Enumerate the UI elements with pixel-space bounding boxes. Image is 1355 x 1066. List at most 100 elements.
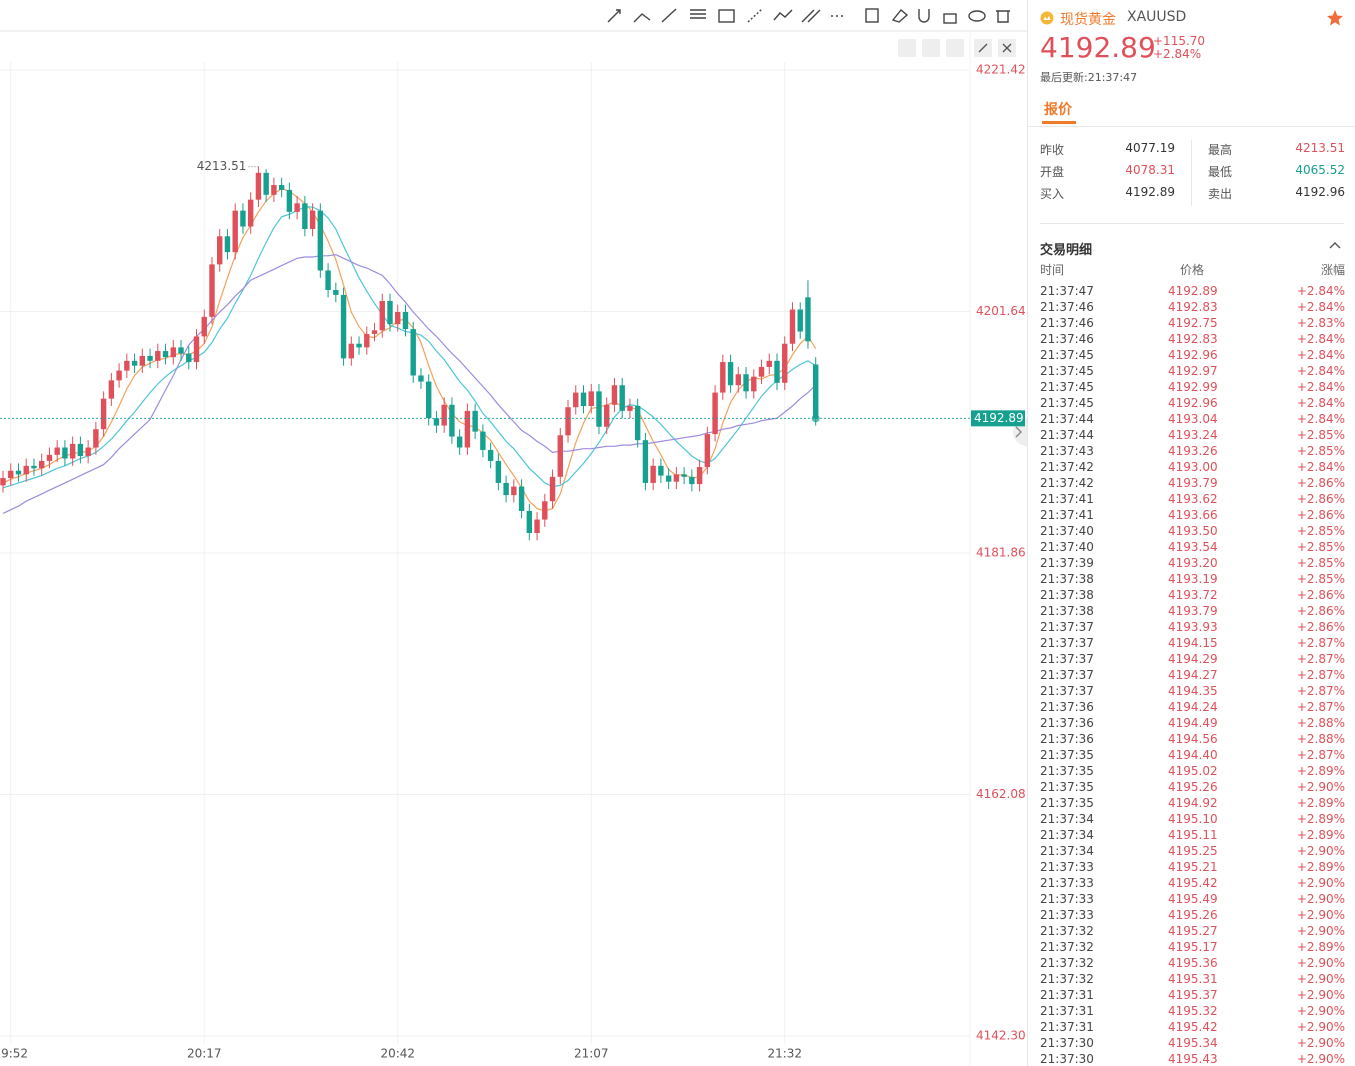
candle-body (727, 362, 734, 386)
candle-body (302, 203, 308, 229)
eraser-tool[interactable] (891, 9, 909, 23)
candle-body (356, 343, 362, 348)
trade-price: 4195.36 (1168, 956, 1218, 970)
quote-panel: 现货黄金 XAUUSD 4192.89 +115.70 +2.84% 最后更新:… (1027, 0, 1355, 1066)
candle-body (100, 398, 107, 430)
rect-tool[interactable] (718, 9, 735, 23)
trade-time: 21:37:30 (1040, 1036, 1094, 1050)
trade-price: 4193.20 (1168, 556, 1218, 570)
candle-body (193, 336, 200, 363)
candle-body (186, 353, 192, 363)
candle-body (704, 434, 711, 468)
quote-label: 最低 (1208, 165, 1233, 179)
candle-body (557, 435, 563, 477)
chart: 4221.42 4201.64 4181.86 4162.08 4142.30 19:52… (0, 8, 1027, 1066)
path-tool[interactable] (773, 9, 793, 21)
trade-change: +2.85% (1296, 428, 1345, 442)
candle-body (518, 486, 525, 511)
delete-tool[interactable] (996, 10, 1010, 23)
candle-body (542, 501, 548, 520)
candle-body (797, 309, 803, 332)
chart-controls[interactable] (898, 39, 1016, 57)
favorite-star[interactable] (1326, 9, 1344, 27)
eye-tool[interactable] (968, 10, 986, 22)
trade-time: 21:37:40 (1040, 540, 1094, 554)
trade-time: 21:37:42 (1040, 460, 1094, 474)
trade-price: 4195.42 (1168, 876, 1218, 890)
candle-body (371, 330, 378, 334)
divider (1028, 126, 1355, 127)
candle-body (93, 429, 99, 448)
trade-price: 4192.89 (1168, 284, 1218, 298)
candle-body (116, 370, 122, 381)
y-tick-label: 4162.08 (976, 787, 1026, 801)
candle-body (712, 392, 718, 435)
trade-change: +2.85% (1296, 572, 1345, 586)
quote-value: 4065.52 (1295, 163, 1345, 177)
trade-price: 4195.31 (1168, 972, 1218, 986)
candle-body (54, 447, 60, 455)
channel-tool[interactable] (801, 9, 821, 23)
ray-tool[interactable] (633, 13, 651, 23)
trades-title: 交易明细 (1040, 243, 1093, 258)
draw-button[interactable] (922, 39, 940, 57)
trade-time: 21:37:31 (1040, 988, 1094, 1002)
candle-body (85, 447, 91, 457)
candle-body (565, 407, 571, 436)
candle-body (658, 465, 664, 476)
line-tool[interactable] (661, 8, 677, 23)
dash-tool[interactable] (747, 8, 763, 23)
last-price-label: 4192.89 (974, 411, 1024, 425)
candle-button[interactable] (946, 39, 964, 57)
candle-body (735, 374, 741, 386)
drawing-toolbar[interactable] (607, 8, 1010, 24)
trade-time: 21:37:31 (1040, 1004, 1094, 1018)
trade-time: 21:37:38 (1040, 588, 1094, 602)
candle-body (147, 355, 153, 361)
fib-tool[interactable] (690, 9, 706, 19)
trade-time: 21:37:47 (1040, 284, 1094, 298)
trade-time: 21:37:46 (1040, 332, 1094, 346)
candle-body (495, 460, 502, 483)
trade-price: 4193.00 (1168, 460, 1218, 474)
candle-body (240, 210, 246, 227)
quote-divider (1191, 140, 1192, 206)
trade-price: 4194.92 (1168, 796, 1218, 810)
trade-price: 4195.21 (1168, 860, 1218, 874)
candle-body (588, 391, 594, 406)
trade-time: 21:37:34 (1040, 828, 1094, 842)
trade-change: +2.85% (1296, 556, 1345, 570)
candle-body (743, 374, 749, 392)
indicator-button[interactable] (898, 39, 916, 57)
trade-price: 4195.27 (1168, 924, 1218, 938)
candle-body (8, 470, 14, 479)
trade-price: 4193.79 (1168, 476, 1218, 490)
candle-body (217, 236, 223, 265)
last-price: 4192.89 (1040, 31, 1156, 64)
candle-body (805, 297, 811, 342)
y-tick-label: 4221.42 (976, 63, 1026, 77)
symbol-name: 现货黄金 (1060, 12, 1116, 28)
trade-change: +2.89% (1296, 828, 1345, 842)
trade-time: 21:37:35 (1040, 764, 1094, 778)
candle-body (464, 410, 471, 448)
lock-tool[interactable] (943, 13, 957, 24)
candle-body (782, 343, 788, 383)
candle-body (480, 431, 486, 450)
collapse-chevron[interactable] (1329, 241, 1341, 251)
candle-body (317, 210, 324, 271)
trade-price: 4194.24 (1168, 700, 1218, 714)
candle-body (650, 465, 656, 483)
quote-tab[interactable]: 报价 (1044, 102, 1072, 118)
magnet-tool[interactable] (918, 9, 930, 23)
trade-time: 21:37:35 (1040, 748, 1094, 762)
arrow-tool[interactable] (607, 9, 621, 23)
note-tool[interactable] (865, 8, 879, 23)
trade-price: 4193.54 (1168, 540, 1218, 554)
trade-change: +2.90% (1296, 1020, 1345, 1034)
trade-time: 21:37:39 (1040, 556, 1094, 570)
trade-change: +2.84% (1296, 412, 1345, 426)
trade-change: +2.88% (1296, 732, 1345, 746)
trade-change: +2.84% (1296, 284, 1345, 298)
candle-body (309, 210, 316, 229)
